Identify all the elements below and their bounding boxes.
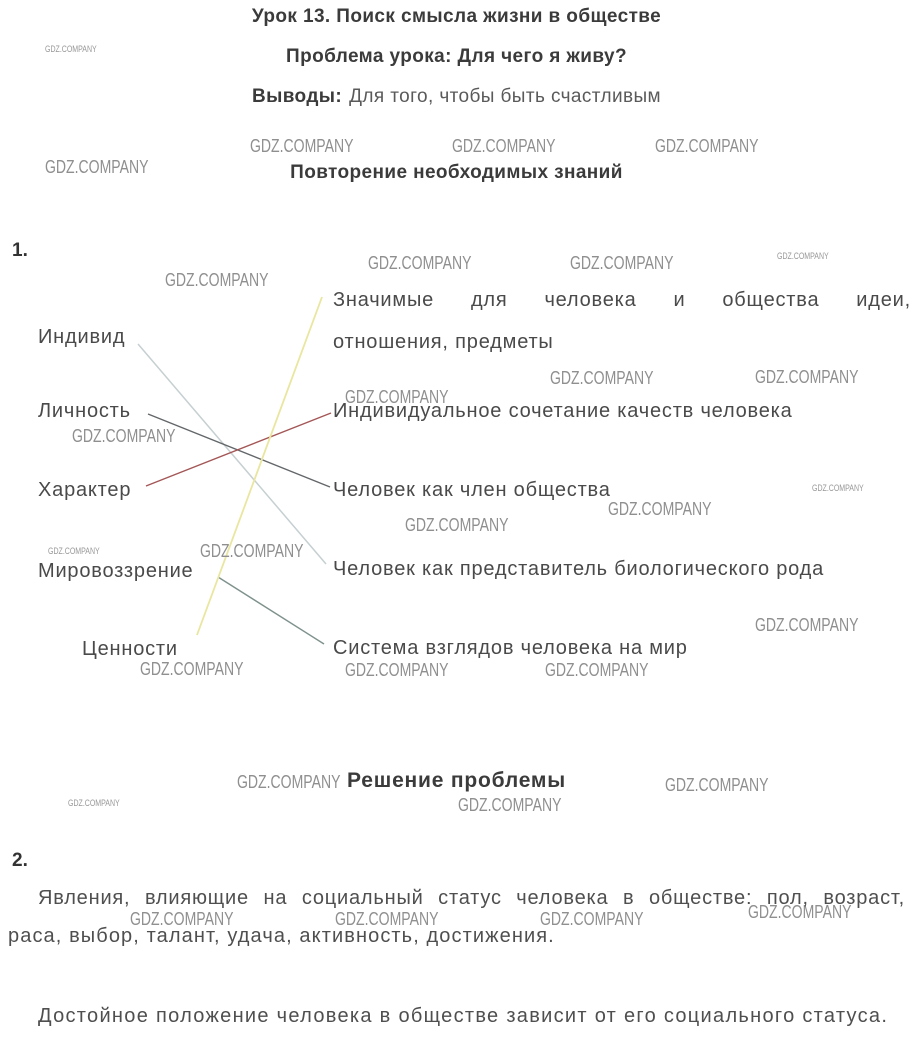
repetition-heading: Повторение необходимых знаний (290, 162, 623, 183)
conclusions-label: Выводы: (251, 86, 343, 107)
definition-znachimye-line2: отношения, предметы (333, 331, 554, 353)
paragraph2: Достойное положение человека в обществе … (38, 1005, 889, 1027)
gdz-watermark: GDZ.COMPANY (545, 660, 649, 680)
gdz-watermark: GDZ.COMPANY (45, 157, 149, 177)
gdz-watermark: GDZ.COMPANY (812, 483, 864, 493)
lesson-problem: Проблема урока: Для чего я живу? (286, 46, 627, 67)
definition-znachimye: Значимые для человека и общества идеи, о… (333, 279, 911, 363)
gdz-watermark: GDZ.COMPANY (335, 909, 439, 929)
gdz-watermark: GDZ.COMPANY (345, 660, 449, 680)
gdz-watermark: GDZ.COMPANY (48, 546, 100, 556)
gdz-watermark: GDZ.COMPANY (570, 253, 674, 273)
gdz-watermark: GDZ.COMPANY (755, 615, 859, 635)
gdz-watermark: GDZ.COMPANY (550, 368, 654, 388)
gdz-watermark: GDZ.COMPANY (458, 795, 562, 815)
gdz-watermark: GDZ.COMPANY (237, 772, 341, 792)
term-tsennosti: Ценности (82, 638, 178, 660)
match-line-harakter (145, 412, 332, 487)
definition-sochetanie: Индивидуальное сочетание качеств человек… (333, 400, 793, 422)
section1-number: 1. (12, 240, 28, 261)
gdz-watermark: GDZ.COMPANY (45, 44, 97, 54)
term-individ: Индивид (38, 326, 126, 348)
match-line-individ (137, 343, 327, 565)
lesson-title: Урок 13. Поиск смысла жизни в обществе (251, 6, 662, 27)
definition-znachimye-line1: Значимые для человека и общества идеи, (333, 289, 911, 311)
gdz-watermark: GDZ.COMPANY (755, 367, 859, 387)
match-line-mirovozzrenie (217, 576, 325, 645)
term-harakter: Характер (38, 479, 132, 501)
conclusions-text: Для того, чтобы быть счастливым (349, 86, 661, 107)
gdz-watermark: GDZ.COMPANY (250, 136, 354, 156)
match-line-tsennosti (196, 296, 323, 636)
solution-heading: Решение проблемы (347, 769, 566, 792)
gdz-watermark: GDZ.COMPANY (655, 136, 759, 156)
term-lichnost: Личность (38, 400, 131, 422)
section2-number: 2. (12, 850, 28, 871)
definition-predstavitel: Человек как представитель биологического… (333, 558, 825, 580)
paragraph1-line2: раса, выбор, талант, удача, активность, … (8, 925, 555, 947)
gdz-watermark: GDZ.COMPANY (130, 909, 234, 929)
gdz-watermark: GDZ.COMPANY (608, 499, 712, 519)
gdz-watermark: GDZ.COMPANY (452, 136, 556, 156)
gdz-watermark: GDZ.COMPANY (200, 541, 304, 561)
paragraph1-line1: Явления, влияющие на социальный статус ч… (38, 887, 905, 909)
definition-sistema: Система взглядов человека на мир (333, 637, 688, 659)
definition-chlen: Человек как член общества (333, 479, 611, 501)
gdz-watermark: GDZ.COMPANY (777, 251, 829, 261)
gdz-watermark: GDZ.COMPANY (748, 902, 852, 922)
match-line-lichnost (147, 413, 331, 488)
gdz-watermark: GDZ.COMPANY (665, 775, 769, 795)
gdz-watermark: GDZ.COMPANY (165, 270, 269, 290)
gdz-watermark: GDZ.COMPANY (368, 253, 472, 273)
gdz-watermark: GDZ.COMPANY (345, 387, 449, 407)
term-mirovozzrenie: Мировоззрение (38, 560, 194, 582)
gdz-watermark: GDZ.COMPANY (540, 909, 644, 929)
gdz-watermark: GDZ.COMPANY (72, 426, 176, 446)
gdz-watermark: GDZ.COMPANY (405, 515, 509, 535)
gdz-watermark: GDZ.COMPANY (68, 798, 120, 808)
gdz-watermark: GDZ.COMPANY (140, 659, 244, 679)
conclusions-line: Выводы: Для того, чтобы быть счастливым (0, 86, 913, 108)
